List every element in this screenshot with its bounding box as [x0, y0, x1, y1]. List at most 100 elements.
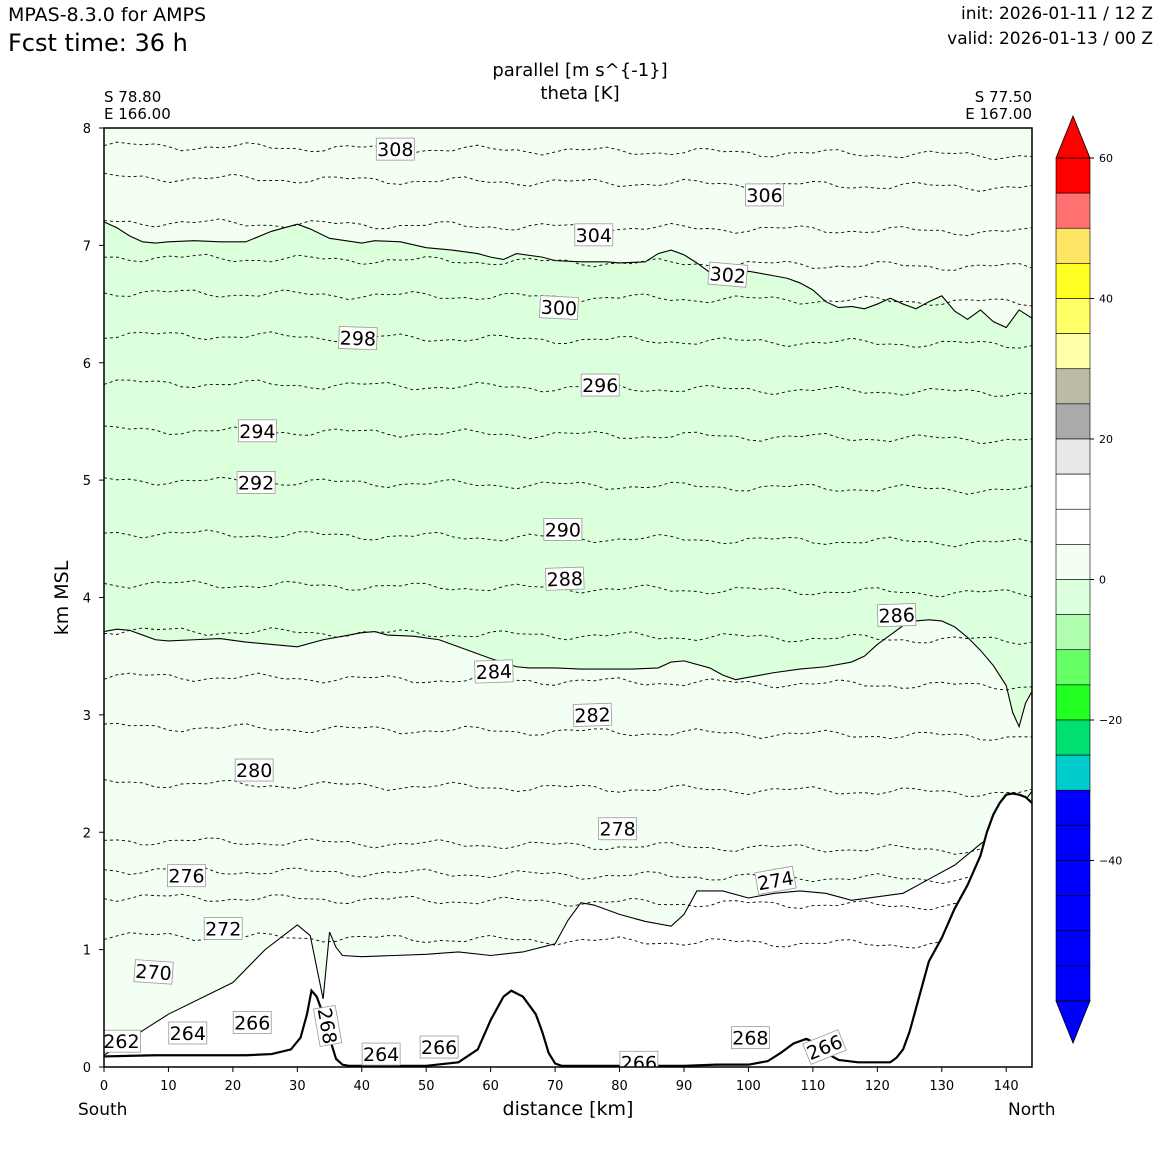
colorbar-segment: [1055, 965, 1091, 1002]
colorbar-segment: [1055, 895, 1091, 932]
colorbar-segment: [1055, 579, 1091, 615]
theta-label-group: 290: [543, 518, 583, 541]
colorbar-segment: [1055, 368, 1091, 405]
wind-contour-upper: [104, 221, 1032, 329]
x-tick-label: 40: [354, 1079, 371, 1094]
theta-contour-278: [104, 837, 1032, 855]
theta-label-box: [619, 1050, 659, 1067]
theta-label: 278: [599, 819, 635, 841]
theta-label-box: [574, 223, 614, 247]
theta-label-box: [572, 702, 613, 727]
theta-label-box: [168, 1021, 208, 1045]
left-corner-lon: E 166.00: [104, 105, 171, 123]
theta-label-box: [361, 1042, 401, 1066]
theta-label-group: 272: [203, 917, 243, 940]
theta-label-box: [754, 865, 797, 895]
theta-label-box: [707, 261, 749, 288]
theta-label-box: [419, 1035, 459, 1059]
x-tick-label: 80: [611, 1079, 628, 1094]
theta-label-box: [543, 518, 583, 541]
theta-contour-290: [104, 529, 1032, 548]
wind-contour-zero: [104, 790, 1032, 1056]
theta-label: 262: [103, 1031, 139, 1053]
x-tick-label: 60: [482, 1079, 499, 1094]
wind-contour-lower: [104, 619, 1032, 729]
colorbar-segment: [1055, 157, 1091, 194]
plot-area: 308 306 304 302 300 298 296 294 292 290 288 286 284 2…: [103, 128, 1032, 1067]
theta-label: 308: [377, 139, 413, 161]
theta-label-box: [745, 183, 784, 207]
init-time: init: 2026-01-11 / 12 Z: [960, 4, 1153, 24]
theta-label: 296: [582, 375, 618, 397]
colorbar-tick-label: −40: [1099, 855, 1122, 868]
x-tick-label: 20: [225, 1079, 242, 1094]
theta-label-box: [802, 1029, 847, 1065]
theta-label: 286: [878, 604, 915, 627]
colorbar-segment: [1055, 719, 1091, 756]
theta-label: 282: [574, 704, 611, 727]
colorbar-segment: [1055, 263, 1091, 299]
model-title: MPAS-8.3.0 for AMPS: [8, 4, 207, 26]
y-tick-label: 6: [83, 357, 91, 372]
right-corner-lon: E 167.00: [965, 105, 1032, 123]
theta-label-group: 300: [539, 295, 579, 321]
theta-label-group: 294: [237, 419, 277, 443]
x-tick-label: 10: [160, 1079, 177, 1094]
left-corner-lat: S 78.80: [104, 88, 162, 106]
x-tick-label: 30: [289, 1079, 306, 1094]
theta-label: 264: [363, 1044, 399, 1066]
x-tick-label: 140: [994, 1079, 1019, 1094]
theta-label-group: 270: [133, 959, 174, 985]
theta-label-box: [313, 1004, 343, 1048]
theta-label-group: 282: [572, 702, 613, 728]
theta-contour-282: [104, 722, 1032, 741]
theta-label: 292: [238, 472, 274, 494]
theta-contour-272: [104, 932, 1032, 951]
colorbar-segment: [1055, 789, 1091, 826]
theta-contour-308: [104, 141, 1032, 161]
theta-label-group: 280: [234, 758, 274, 782]
theta-label-box: [338, 326, 378, 351]
chart-title: parallel [m s^{-1}]: [492, 60, 668, 81]
theta-label-group: 284: [474, 659, 514, 684]
y-tick-label: 2: [83, 826, 91, 841]
x-tick-label: 130: [929, 1079, 954, 1094]
theta-label-group: 264: [168, 1021, 208, 1045]
theta-contour-280: [104, 779, 1032, 798]
colorbar-segment: [1055, 544, 1091, 580]
south-end-label: South: [78, 1100, 128, 1120]
theta-contour-306: [104, 172, 1032, 192]
theta-label-group: 308: [375, 137, 415, 161]
x-tick-label: 70: [547, 1079, 564, 1094]
theta-label-box: [544, 566, 585, 591]
colorbar-segment: [1055, 614, 1091, 651]
colorbar-segment: [1055, 754, 1091, 791]
theta-label: 304: [576, 225, 612, 247]
theta-label-box: [876, 603, 917, 628]
theta-label: 276: [168, 866, 204, 888]
colorbar-tick-label: 0: [1099, 574, 1106, 587]
theta-label-box: [104, 1029, 141, 1053]
theta-contour-284: [104, 672, 1032, 691]
theta-label-box: [580, 373, 620, 397]
theta-contour-304: [104, 218, 1032, 237]
colorbar-extend-max: [1055, 114, 1091, 159]
theta-label: 290: [545, 519, 581, 541]
theta-label-box: [236, 471, 276, 494]
theta-contour-288: [104, 580, 1032, 598]
theta-label-box: [232, 1010, 272, 1034]
x-tick-label: 100: [736, 1079, 761, 1094]
colorbar-segment: [1055, 333, 1091, 370]
colorbar-segment: [1055, 684, 1091, 721]
theta-label-group: 296: [580, 373, 620, 397]
forecast-time: Fcst time: 36 h: [8, 29, 188, 57]
theta-label-group: 288: [544, 566, 585, 591]
theta-label: 298: [339, 327, 376, 350]
wind-fill-moderate: [104, 221, 1032, 727]
theta-label-group: 302: [707, 261, 749, 288]
colorbar-segment: [1055, 930, 1091, 967]
theta-label-group: 306: [745, 183, 784, 207]
theta-label: 266: [234, 1012, 270, 1034]
theta-label: 284: [475, 661, 512, 684]
